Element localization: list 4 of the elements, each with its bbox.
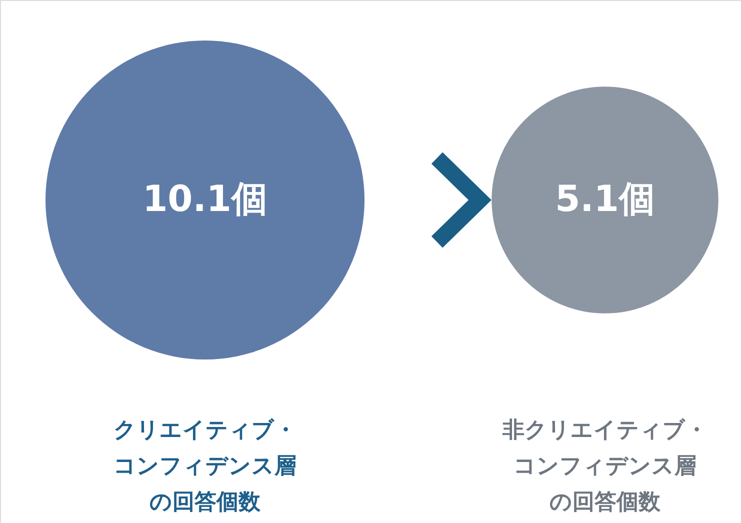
category-label: 非クリエイティブ・コンフィデンス層の回答個数 (502, 418, 708, 515)
category-label: クリエイティブ・コンフィデンス層の回答個数 (114, 418, 296, 515)
data-label: 10.1個 (142, 179, 268, 220)
data-label: 5.1個 (555, 179, 655, 220)
